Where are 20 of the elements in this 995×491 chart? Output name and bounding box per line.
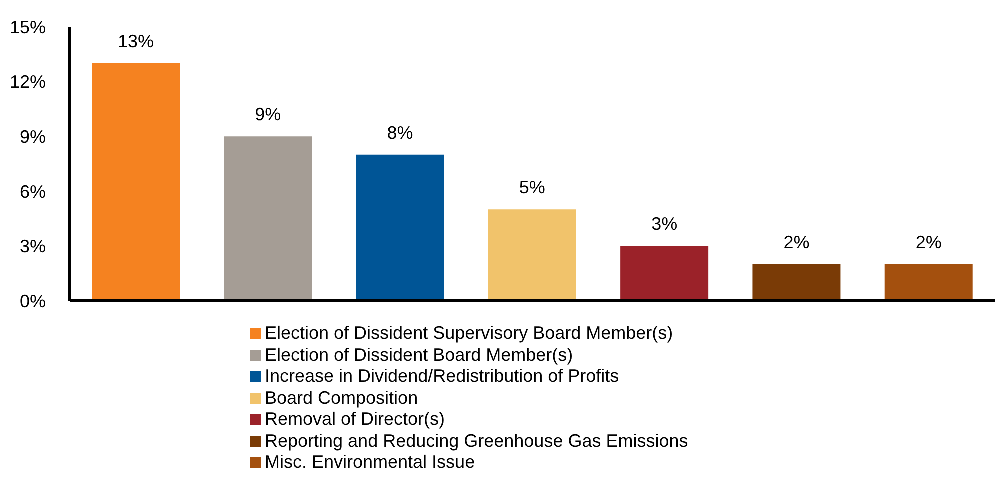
legend-label: Increase in Dividend/Redistribution of Profits <box>265 366 620 388</box>
y-tick-label: 6% <box>20 182 46 202</box>
legend-label: Election of Dissident Board Member(s) <box>265 344 574 366</box>
data-label: 5% <box>519 178 546 198</box>
y-tick-label: 0% <box>20 291 46 312</box>
data-label: 8% <box>387 122 414 143</box>
data-label: 9% <box>255 104 282 125</box>
legend-label: Reporting and Reducing Greenhouse Gas Emissions <box>265 430 688 452</box>
y-tick-label: 9% <box>20 126 46 147</box>
data-label: 2% <box>784 232 810 252</box>
data-label: 3% <box>652 214 678 234</box>
legend-label: Election of Dissident Supervisory Board Member(s) <box>265 323 674 344</box>
y-tick-label: 3% <box>20 236 46 257</box>
y-tick-label: 15% <box>10 17 46 38</box>
data-label: 2% <box>916 232 942 252</box>
y-tick-label: 12% <box>10 72 46 92</box>
legend-label: Board Composition <box>265 388 418 409</box>
legend-label: Misc. Environmental Issue <box>265 452 476 474</box>
legend-label: Removal of Director(s) <box>265 409 446 430</box>
data-label: 13% <box>118 32 154 52</box>
